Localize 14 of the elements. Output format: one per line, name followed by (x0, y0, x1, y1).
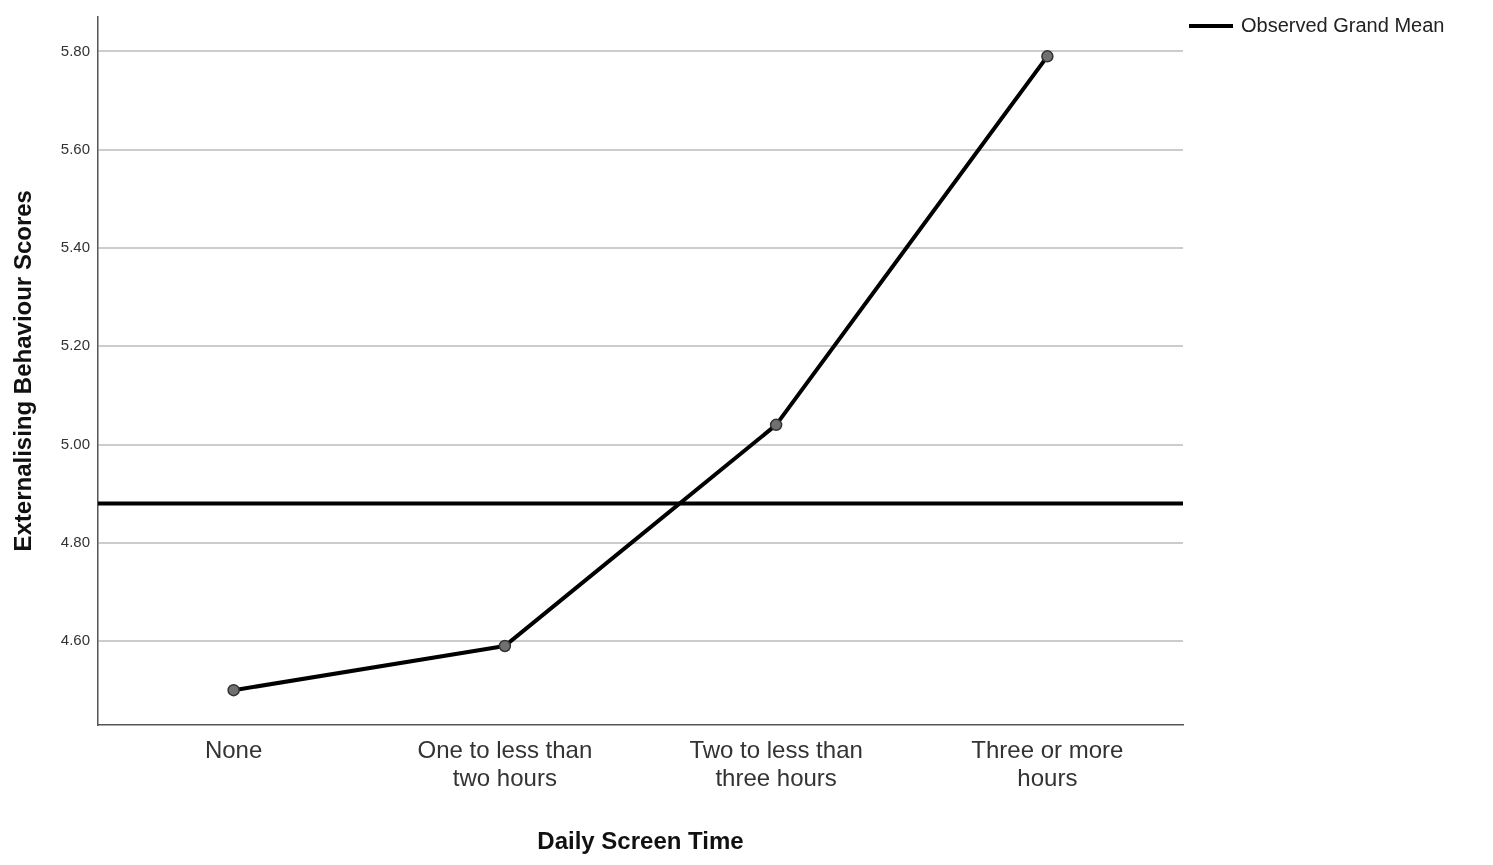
y-tick-label: 5.20 (60, 336, 90, 354)
x-tick-label: None (204, 735, 263, 763)
x-axis-title: Daily Screen Time (537, 827, 744, 855)
x-tick-label: One to less than two hours (417, 735, 593, 792)
x-tick-label: Three or more hours (971, 735, 1124, 792)
x-tick-label: Two to less than three hours (689, 735, 863, 792)
legend-label: Observed Grand Mean (1241, 14, 1445, 37)
y-tick-label: 5.00 (60, 434, 90, 452)
y-tick-label: 5.40 (60, 238, 90, 256)
y-tick-label: 4.60 (60, 631, 90, 649)
y-tick-label: 4.80 (60, 532, 90, 550)
y-axis-title: Externalising Behaviour Scores (9, 190, 37, 552)
y-tick-label: 5.60 (60, 139, 90, 157)
y-tick-label: 5.80 (60, 41, 90, 59)
